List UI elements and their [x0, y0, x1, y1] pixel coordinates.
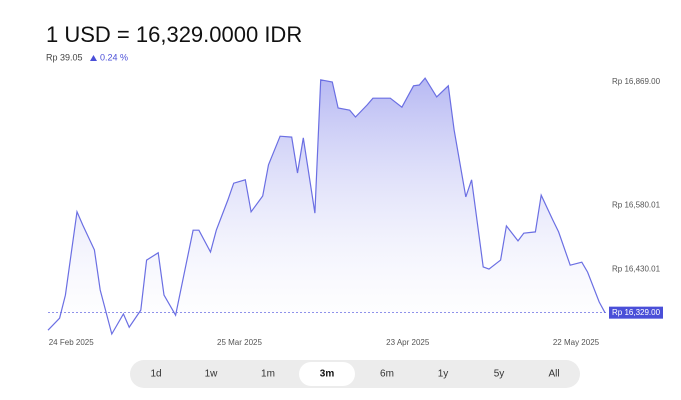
- range-button[interactable]: All: [548, 369, 559, 380]
- area: [48, 78, 605, 334]
- range-button[interactable]: 6m: [380, 369, 394, 380]
- y-tick-label: Rp 16,869.00: [612, 77, 661, 86]
- x-tick-label: 25 Mar 2025: [217, 338, 262, 347]
- range-button[interactable]: 1d: [150, 369, 161, 380]
- chart-title: 1 USD = 16,329.0000 IDR: [46, 22, 302, 47]
- change: Rp 39.05: [46, 52, 83, 62]
- current-badge: [609, 306, 663, 319]
- range-button[interactable]: 3m: [320, 369, 335, 380]
- x-tick-label: 22 May 2025: [553, 338, 600, 347]
- x-tick-label: 23 Apr 2025: [386, 338, 430, 347]
- range-button[interactable]: 1m: [261, 369, 275, 380]
- change-percent: 0.24 %: [100, 52, 128, 62]
- range-selected: [299, 362, 355, 386]
- x-tick-label: 24 Feb 2025: [49, 338, 94, 347]
- y-tick-label: Rp 16,580.01: [612, 201, 661, 210]
- line: [47, 77, 606, 336]
- range-button[interactable]: 1w: [205, 369, 219, 380]
- y-tick-label: Rp 16,430.01: [612, 265, 661, 274]
- range-button[interactable]: 5y: [494, 369, 505, 380]
- up-icon: [90, 55, 97, 61]
- range-button[interactable]: 1y: [438, 369, 449, 380]
- current-label: Rp 16,329.00: [612, 308, 661, 317]
